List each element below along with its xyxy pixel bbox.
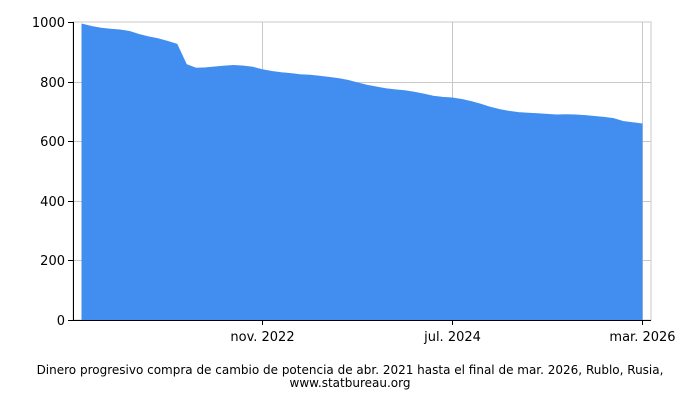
x-tick-label: nov. 2022 (230, 330, 294, 345)
x-axis-labels: nov. 2022 jul. 2024 mar. 2026 (230, 330, 675, 345)
y-tick-label: 400 (40, 195, 65, 210)
y-axis-labels: 0 200 400 600 800 1000 (32, 16, 65, 329)
y-tick-label: 0 (57, 314, 65, 329)
area-series (81, 23, 643, 321)
x-tick-label: mar. 2026 (609, 330, 675, 345)
x-tick-label: jul. 2024 (423, 330, 481, 345)
y-tick-label: 600 (40, 135, 65, 150)
area-series-fill (81, 23, 643, 321)
y-tick-label: 1000 (32, 16, 65, 31)
axes (68, 22, 651, 325)
chart-caption: Dinero progresivo compra de cambio de po… (36, 363, 664, 390)
y-tick-label: 200 (40, 254, 65, 269)
chart: 0 200 400 600 800 1000 nov. 2022 jul. 2024 mar.… (32, 16, 676, 345)
y-tick-label: 800 (40, 76, 65, 91)
